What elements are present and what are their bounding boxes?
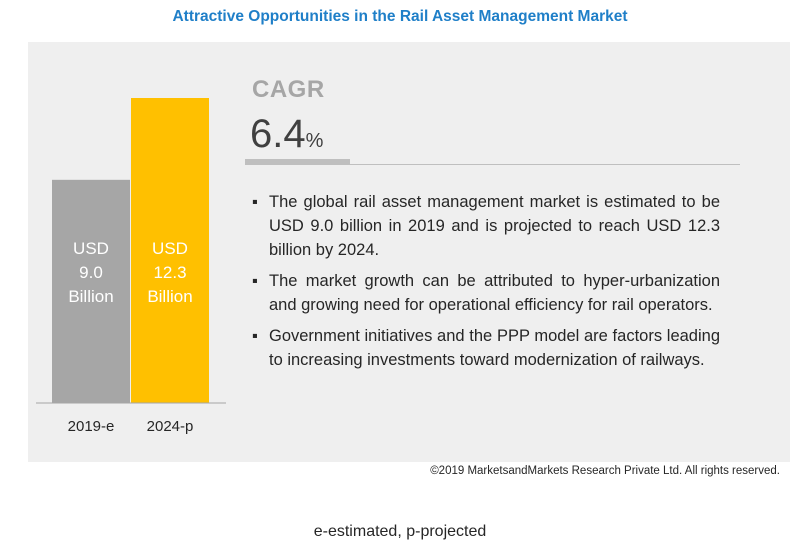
bar-data-label: USD bbox=[73, 239, 109, 258]
key-point: ▪ The market growth can be attributed to … bbox=[252, 269, 720, 317]
key-point-text: The market growth can be attributed to h… bbox=[269, 272, 720, 314]
cagr-value: 6.4% bbox=[250, 110, 323, 165]
bullet-icon: ▪ bbox=[252, 327, 258, 345]
cagr-label: CAGR bbox=[252, 76, 325, 103]
x-tick-label: 2024-p bbox=[147, 418, 194, 435]
abbreviation-note: e-estimated, p-projected bbox=[313, 523, 487, 540]
copyright-notice: ©2019 MarketsandMarkets Research Private… bbox=[430, 465, 780, 477]
bar-data-label: USD bbox=[152, 239, 188, 258]
cagr-underline-thick bbox=[245, 159, 350, 165]
bullet-icon: ▪ bbox=[252, 272, 258, 290]
bullet-icon: ▪ bbox=[252, 193, 258, 211]
key-point-text: Government initiatives and the PPP model… bbox=[269, 327, 720, 369]
key-point: ▪ The global rail asset management market… bbox=[252, 190, 720, 262]
bar-2019-e bbox=[52, 179, 130, 403]
x-tick-label: 2019-e bbox=[68, 418, 115, 435]
bar-data-label: 9.0 bbox=[79, 263, 103, 282]
cagr-underline-thin bbox=[245, 164, 740, 165]
cagr-number: 6.4 bbox=[250, 112, 306, 156]
bar-data-label: Billion bbox=[147, 287, 192, 306]
chart-title: Attractive Opportunities in the Rail Ass… bbox=[172, 8, 628, 25]
cagr-percent-sign: % bbox=[305, 130, 324, 152]
bar-data-label: 12.3 bbox=[153, 263, 186, 282]
key-point-text: The global rail asset management market … bbox=[269, 193, 720, 259]
bar-2024-p bbox=[131, 98, 209, 403]
key-point: ▪ Government initiatives and the PPP mode… bbox=[252, 324, 720, 372]
key-points-list: ▪ The global rail asset management market… bbox=[252, 190, 720, 379]
bar-data-label: Billion bbox=[68, 287, 113, 306]
